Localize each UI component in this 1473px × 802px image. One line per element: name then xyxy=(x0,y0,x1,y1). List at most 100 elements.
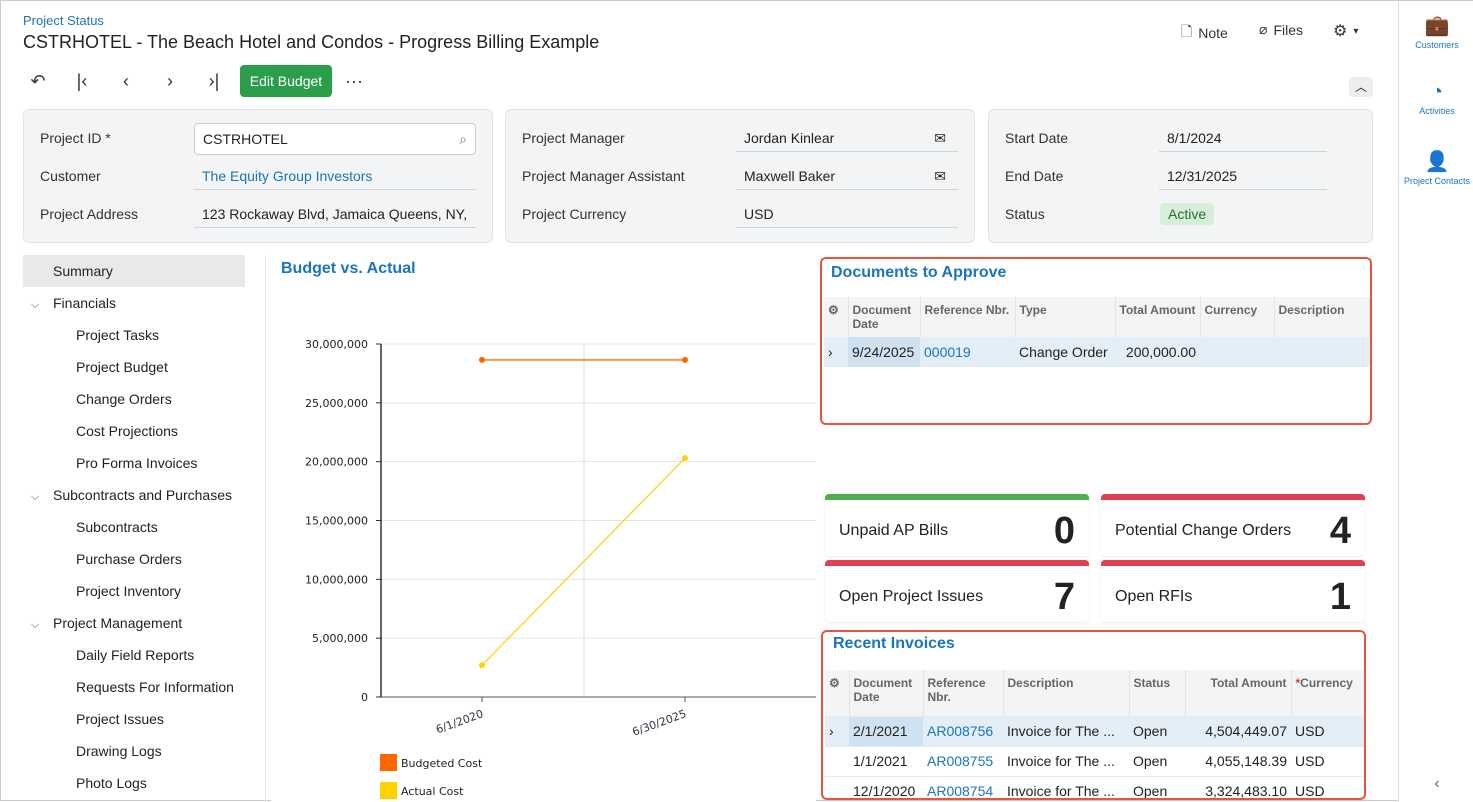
project-contacts-button[interactable]: 👤 Project Contacts xyxy=(1399,149,1473,186)
nav-item-project-issues[interactable]: Project Issues xyxy=(23,703,245,735)
project-id-label: Project ID * xyxy=(40,130,111,146)
y-tick-label: 30,000,000 xyxy=(305,338,368,351)
col-type[interactable]: Type xyxy=(1015,297,1116,337)
chevron-down-icon[interactable]: ⌵ xyxy=(31,299,40,311)
collapse-sidebar-chevron-icon[interactable]: ‹ xyxy=(1434,775,1440,792)
col-description[interactable]: Description xyxy=(1003,670,1130,716)
nav-item-subcontracts-and-purchases[interactable]: ⌵ Subcontracts and Purchases xyxy=(23,479,245,511)
documents-table: ⚙ Document Date Reference Nbr. Type Tota… xyxy=(824,297,1370,367)
note-button[interactable]: 🗋 Note xyxy=(1181,21,1228,45)
breadcrumb[interactable]: Project Status xyxy=(23,13,104,28)
last-record-button[interactable]: ›| xyxy=(208,71,220,91)
nav-item-project-management[interactable]: ⌵ Project Management xyxy=(23,607,245,639)
email-icon[interactable]: ✉ xyxy=(934,130,946,146)
customer-label: Customer xyxy=(40,168,101,184)
col-total-amount[interactable]: Total Amount xyxy=(1185,670,1292,716)
nav-item-project-tasks[interactable]: Project Tasks xyxy=(23,319,245,351)
nav-item-change-orders[interactable]: Change Orders xyxy=(23,383,245,415)
files-button[interactable]: ⌀ Files xyxy=(1259,21,1303,38)
invoices-title: Recent Invoices xyxy=(833,635,955,652)
end-date-label: End Date xyxy=(1005,168,1064,184)
chevron-down-icon[interactable]: ⌵ xyxy=(31,619,40,631)
row-selector[interactable] xyxy=(825,746,849,776)
nav-item-daily-field-reports[interactable]: Daily Field Reports xyxy=(23,639,245,671)
paperclip-icon: ⌀ xyxy=(1259,21,1268,37)
col-total-amount[interactable]: Total Amount xyxy=(1115,297,1201,337)
chevron-down-icon[interactable]: ⌵ xyxy=(31,491,40,503)
col-currency[interactable]: Currency xyxy=(1200,297,1275,337)
expand-row-icon[interactable]: › xyxy=(829,723,834,739)
next-record-button[interactable]: › xyxy=(167,71,173,91)
cell-ref-link[interactable]: AR008756 xyxy=(927,723,994,739)
col-reference-nbr[interactable]: Reference Nbr. xyxy=(920,297,1016,337)
pm-assistant-field[interactable]: Maxwell Baker ✉ xyxy=(736,162,958,190)
row-selector[interactable] xyxy=(825,776,849,798)
project-address-field[interactable]: 123 Rockaway Blvd, Jamaica Queens, NY, xyxy=(194,200,476,228)
edit-budget-button[interactable]: Edit Budget xyxy=(240,65,332,97)
email-icon[interactable]: ✉ xyxy=(934,168,946,184)
collapse-header-button[interactable]: ︿ xyxy=(1349,77,1373,97)
table-row[interactable]: 1/1/2021 AR008755 Invoice for The ... Op… xyxy=(825,746,1364,776)
table-row[interactable]: 12/1/2020 AR008754 Invoice for The ... O… xyxy=(825,776,1364,800)
first-record-button[interactable]: |‹ xyxy=(76,71,88,91)
col-reference-nbr[interactable]: Reference Nbr. xyxy=(923,670,1004,716)
cell-ref-link[interactable]: AR008755 xyxy=(927,753,994,769)
chart-title: Budget vs. Actual xyxy=(281,260,416,277)
project-id-input[interactable]: CSTRHOTEL ⌕ xyxy=(194,123,476,155)
page-title: CSTRHOTEL - The Beach Hotel and Condos -… xyxy=(23,32,600,52)
col-description[interactable]: Description xyxy=(1274,297,1370,337)
customer-link[interactable]: The Equity Group Investors xyxy=(194,162,476,190)
pma-label: Project Manager Assistant xyxy=(522,168,685,184)
undo-button[interactable]: ↶ xyxy=(30,71,46,91)
data-point xyxy=(682,356,688,363)
cell-ref-link[interactable]: 000019 xyxy=(924,344,971,360)
start-date-label: Start Date xyxy=(1005,130,1069,146)
project-currency-field[interactable]: USD xyxy=(736,200,958,228)
nav-item-project-inventory[interactable]: Project Inventory xyxy=(23,575,245,607)
nav-item-financials[interactable]: ⌵ Financials xyxy=(23,287,245,319)
data-point xyxy=(682,455,688,462)
previous-record-button[interactable]: ‹ xyxy=(123,71,129,91)
more-actions-button[interactable]: ··· xyxy=(345,71,363,91)
search-icon[interactable]: ⌕ xyxy=(459,131,467,147)
nav-item-requests-for-information[interactable]: Requests For Information xyxy=(23,671,245,703)
cell-amount: 3,324,483.10 xyxy=(1205,783,1287,800)
settings-menu-button[interactable]: ⚙ ▾ xyxy=(1333,21,1358,41)
table-row[interactable]: › 2/1/2021 AR008756 Invoice for The ... … xyxy=(825,716,1364,746)
start-date-field[interactable]: 8/1/2024 xyxy=(1159,124,1327,152)
column-settings-icon[interactable]: ⚙ xyxy=(824,297,849,337)
activities-button[interactable]: ◔ Activities xyxy=(1399,81,1473,116)
kpi-card-open-project-issues[interactable]: Open Project Issues 7 xyxy=(825,560,1089,622)
kpi-card-potential-change-orders[interactable]: Potential Change Orders 4 xyxy=(1101,494,1365,556)
col-document-date[interactable]: Document Date xyxy=(848,297,921,337)
project-manager-field[interactable]: Jordan Kinlear ✉ xyxy=(736,124,958,152)
expand-row-icon[interactable]: › xyxy=(828,344,833,360)
nav-item-purchase-orders[interactable]: Purchase Orders xyxy=(23,543,245,575)
legend-swatch xyxy=(380,782,397,799)
kpi-value: 7 xyxy=(1053,576,1075,618)
nav-item-label: Summary xyxy=(53,263,113,279)
briefcase-icon: 💼 xyxy=(1424,15,1450,37)
nav-item-cost-projections[interactable]: Cost Projections xyxy=(23,415,245,447)
end-date-field[interactable]: 12/31/2025 xyxy=(1159,162,1327,190)
nav-item-drawing-logs[interactable]: Drawing Logs xyxy=(23,735,245,767)
nav-item-pro-forma-invoices[interactable]: Pro Forma Invoices xyxy=(23,447,245,479)
y-tick-label: 25,000,000 xyxy=(305,397,368,410)
nav-item-photo-logs[interactable]: Photo Logs xyxy=(23,767,245,799)
kpi-card-unpaid-ap-bills[interactable]: Unpaid AP Bills 0 xyxy=(825,494,1089,556)
cell-ref-link[interactable]: AR008754 xyxy=(927,783,994,800)
kpi-card-open-rfis[interactable]: Open RFIs 1 xyxy=(1101,560,1365,622)
customers-button[interactable]: 💼 Customers xyxy=(1399,13,1473,50)
table-row[interactable]: › 9/24/2025 000019 Change Order 200,000.… xyxy=(824,337,1370,367)
col-currency[interactable]: *Currency xyxy=(1291,670,1364,716)
nav-item-subcontracts[interactable]: Subcontracts xyxy=(23,511,245,543)
chevron-down-icon: ▾ xyxy=(1353,25,1359,37)
col-document-date[interactable]: Document Date xyxy=(849,670,924,716)
col-status[interactable]: Status xyxy=(1129,670,1186,716)
column-settings-icon[interactable]: ⚙ xyxy=(825,670,850,716)
nav-item-project-budget[interactable]: Project Budget xyxy=(23,351,245,383)
cell-date: 12/1/2020 xyxy=(853,783,916,800)
nav-divider[interactable] xyxy=(265,255,266,802)
documents-to-approve-section: Documents to Approve ⚙ Document Date Ref… xyxy=(820,257,1372,425)
nav-item-summary[interactable]: Summary xyxy=(23,255,245,287)
